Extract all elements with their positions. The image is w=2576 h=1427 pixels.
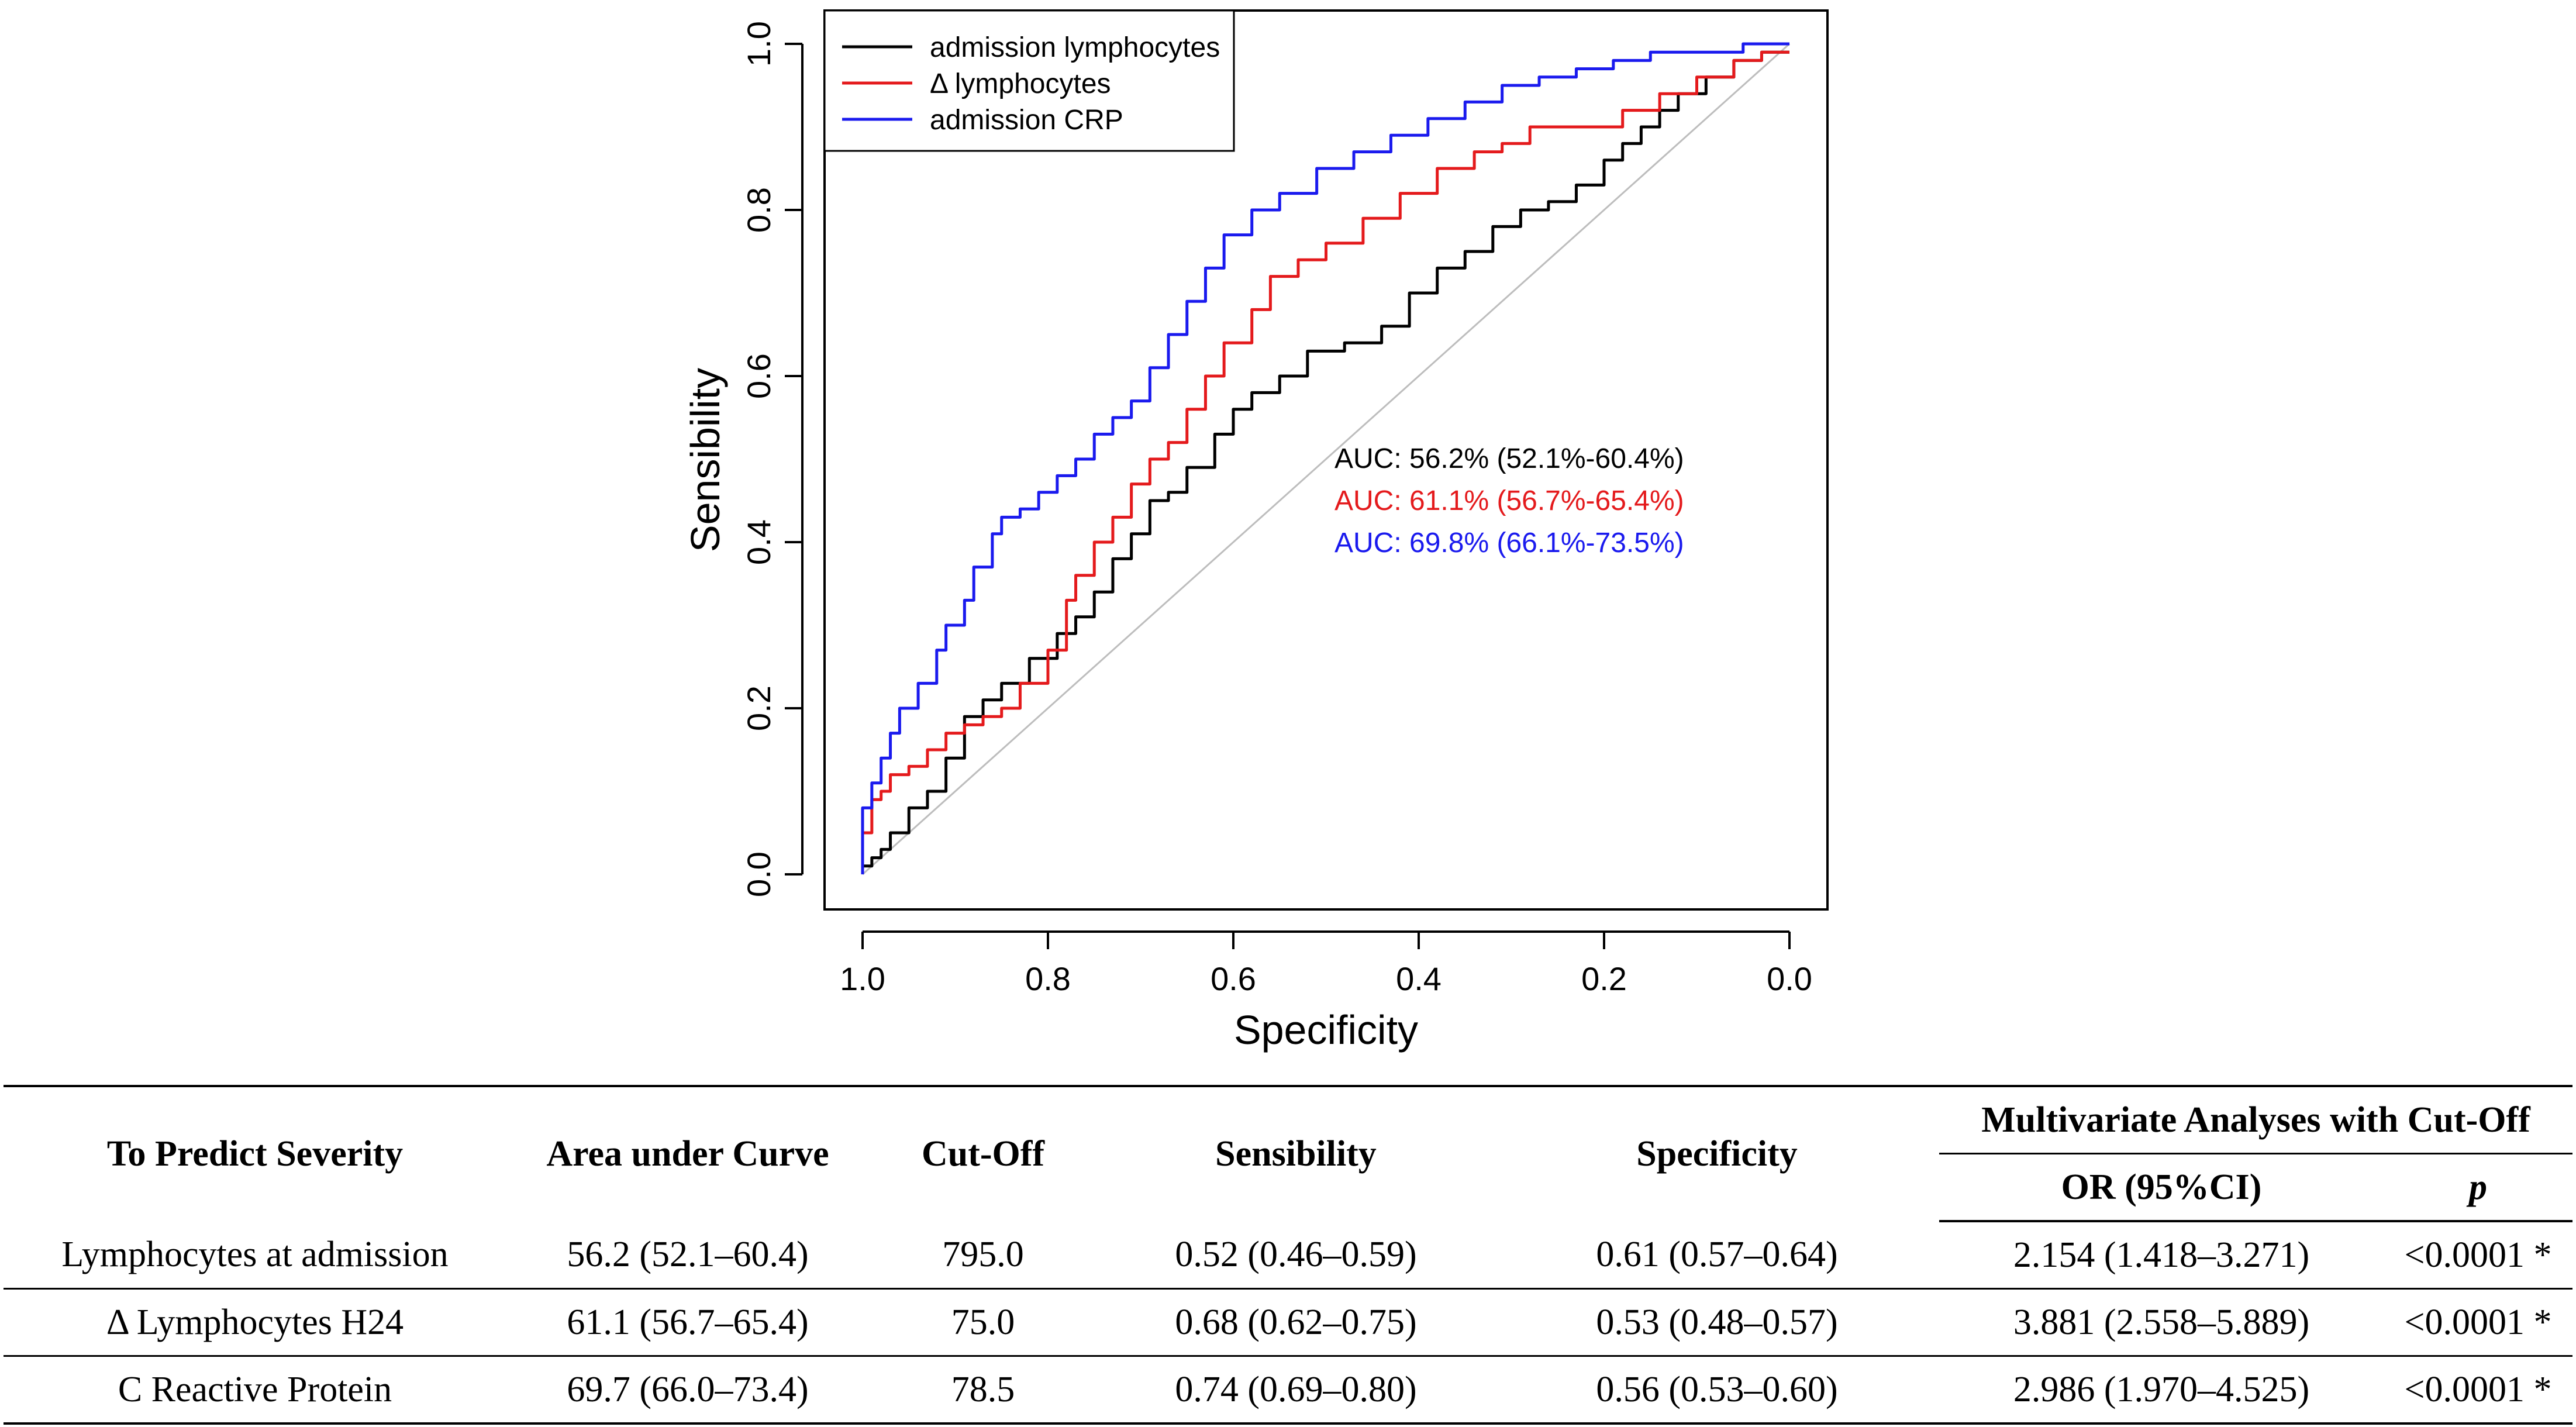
cell-auc: 69.7 (66.0–73.4) <box>567 1369 809 1409</box>
y-tick-label: 0.4 <box>740 519 777 565</box>
cell-sensibility: 0.52 (0.46–0.59) <box>1175 1234 1417 1274</box>
x-tick-label: 0.6 <box>1211 960 1256 997</box>
y-tick-label: 0.0 <box>740 852 777 897</box>
x-tick-label: 0.2 <box>1581 960 1627 997</box>
cell-cutoff: 795.0 <box>942 1234 1024 1274</box>
cell-predictor: Lymphocytes at admission <box>61 1234 449 1274</box>
header-auc: Area under Curve <box>546 1134 829 1174</box>
cell-cutoff: 75.0 <box>951 1302 1015 1342</box>
legend-label-2: admission CRP <box>930 105 1123 136</box>
cell-or: 3.881 (2.558–5.889) <box>2013 1302 2310 1342</box>
table-row: Lymphocytes at admission 56.2 (52.1–60.4… <box>4 1221 2572 1289</box>
results-table: To Predict Severity Area under Curve Cut… <box>4 1085 2572 1425</box>
series-line-1 <box>861 50 1789 874</box>
legend-box <box>823 9 1235 152</box>
cell-specificity: 0.56 (0.53–0.60) <box>1596 1369 1838 1409</box>
y-tick-label: 1.0 <box>740 21 777 67</box>
header-cutoff: Cut-Off <box>921 1134 1045 1174</box>
auc-annotation-1: AUC: 61.1% (56.7%-65.4%) <box>1334 485 1684 516</box>
table-row: C Reactive Protein 69.7 (66.0–73.4) 78.5… <box>4 1356 2572 1424</box>
header-multivariate: Multivariate Analyses with Cut-Off <box>1939 1086 2572 1154</box>
cell-or: 2.154 (1.418–3.271) <box>2013 1235 2310 1275</box>
cell-p: <0.0001 * <box>2404 1369 2552 1409</box>
series-line-2 <box>861 42 1789 874</box>
auc-annotation-0: AUC: 56.2% (52.1%-60.4%) <box>1334 443 1684 474</box>
legend-label-0: admission lymphocytes <box>930 32 1220 63</box>
y-axis-label: Sensibility <box>682 368 728 552</box>
header-or: OR (95%CI) <box>1939 1153 2384 1222</box>
y-tick-label: 0.8 <box>740 187 777 233</box>
header-p: p <box>2384 1153 2572 1222</box>
roc-chart: 1.0 0.8 0.6 0.4 0.2 0.0 Specificity 0.0 0.2 0.4 0.… <box>682 9 1829 1053</box>
cell-auc: 61.1 (56.7–65.4) <box>567 1302 809 1342</box>
plot-frame <box>823 9 1829 911</box>
cell-cutoff: 78.5 <box>951 1369 1015 1409</box>
cell-p: <0.0001 * <box>2404 1302 2552 1342</box>
x-tick-label: 0.8 <box>1025 960 1071 997</box>
y-tick-label: 0.6 <box>740 353 777 399</box>
x-tick-label: 0.4 <box>1396 960 1442 997</box>
header-predict: To Predict Severity <box>106 1134 404 1174</box>
x-tick-label: 1.0 <box>840 960 885 997</box>
cell-specificity: 0.61 (0.57–0.64) <box>1596 1234 1838 1274</box>
table-row: Δ Lymphocytes H24 61.1 (56.7–65.4) 75.0 … <box>4 1289 2572 1356</box>
cell-predictor: Δ Lymphocytes H24 <box>106 1302 404 1342</box>
legend-label-1: Δ lymphocytes <box>930 68 1111 99</box>
reference-line <box>861 43 1791 875</box>
cell-sensibility: 0.74 (0.69–0.80) <box>1175 1369 1417 1409</box>
series-line-0 <box>861 50 1789 874</box>
cell-auc: 56.2 (52.1–60.4) <box>567 1234 809 1274</box>
cell-p: <0.0001 * <box>2404 1235 2552 1275</box>
cell-specificity: 0.53 (0.48–0.57) <box>1596 1302 1838 1342</box>
cell-predictor: C Reactive Protein <box>118 1369 392 1409</box>
auc-annotation-2: AUC: 69.8% (66.1%-73.5%) <box>1334 528 1684 559</box>
cell-or: 2.986 (1.970–4.525) <box>2013 1369 2310 1409</box>
x-axis-label: Specificity <box>1234 1007 1418 1053</box>
x-tick-label: 0.0 <box>1767 960 1812 997</box>
cell-sensibility: 0.68 (0.62–0.75) <box>1175 1302 1417 1342</box>
y-tick-label: 0.2 <box>740 685 777 731</box>
header-specificity: Specificity <box>1636 1134 1798 1174</box>
header-sensibility: Sensibility <box>1215 1134 1377 1174</box>
